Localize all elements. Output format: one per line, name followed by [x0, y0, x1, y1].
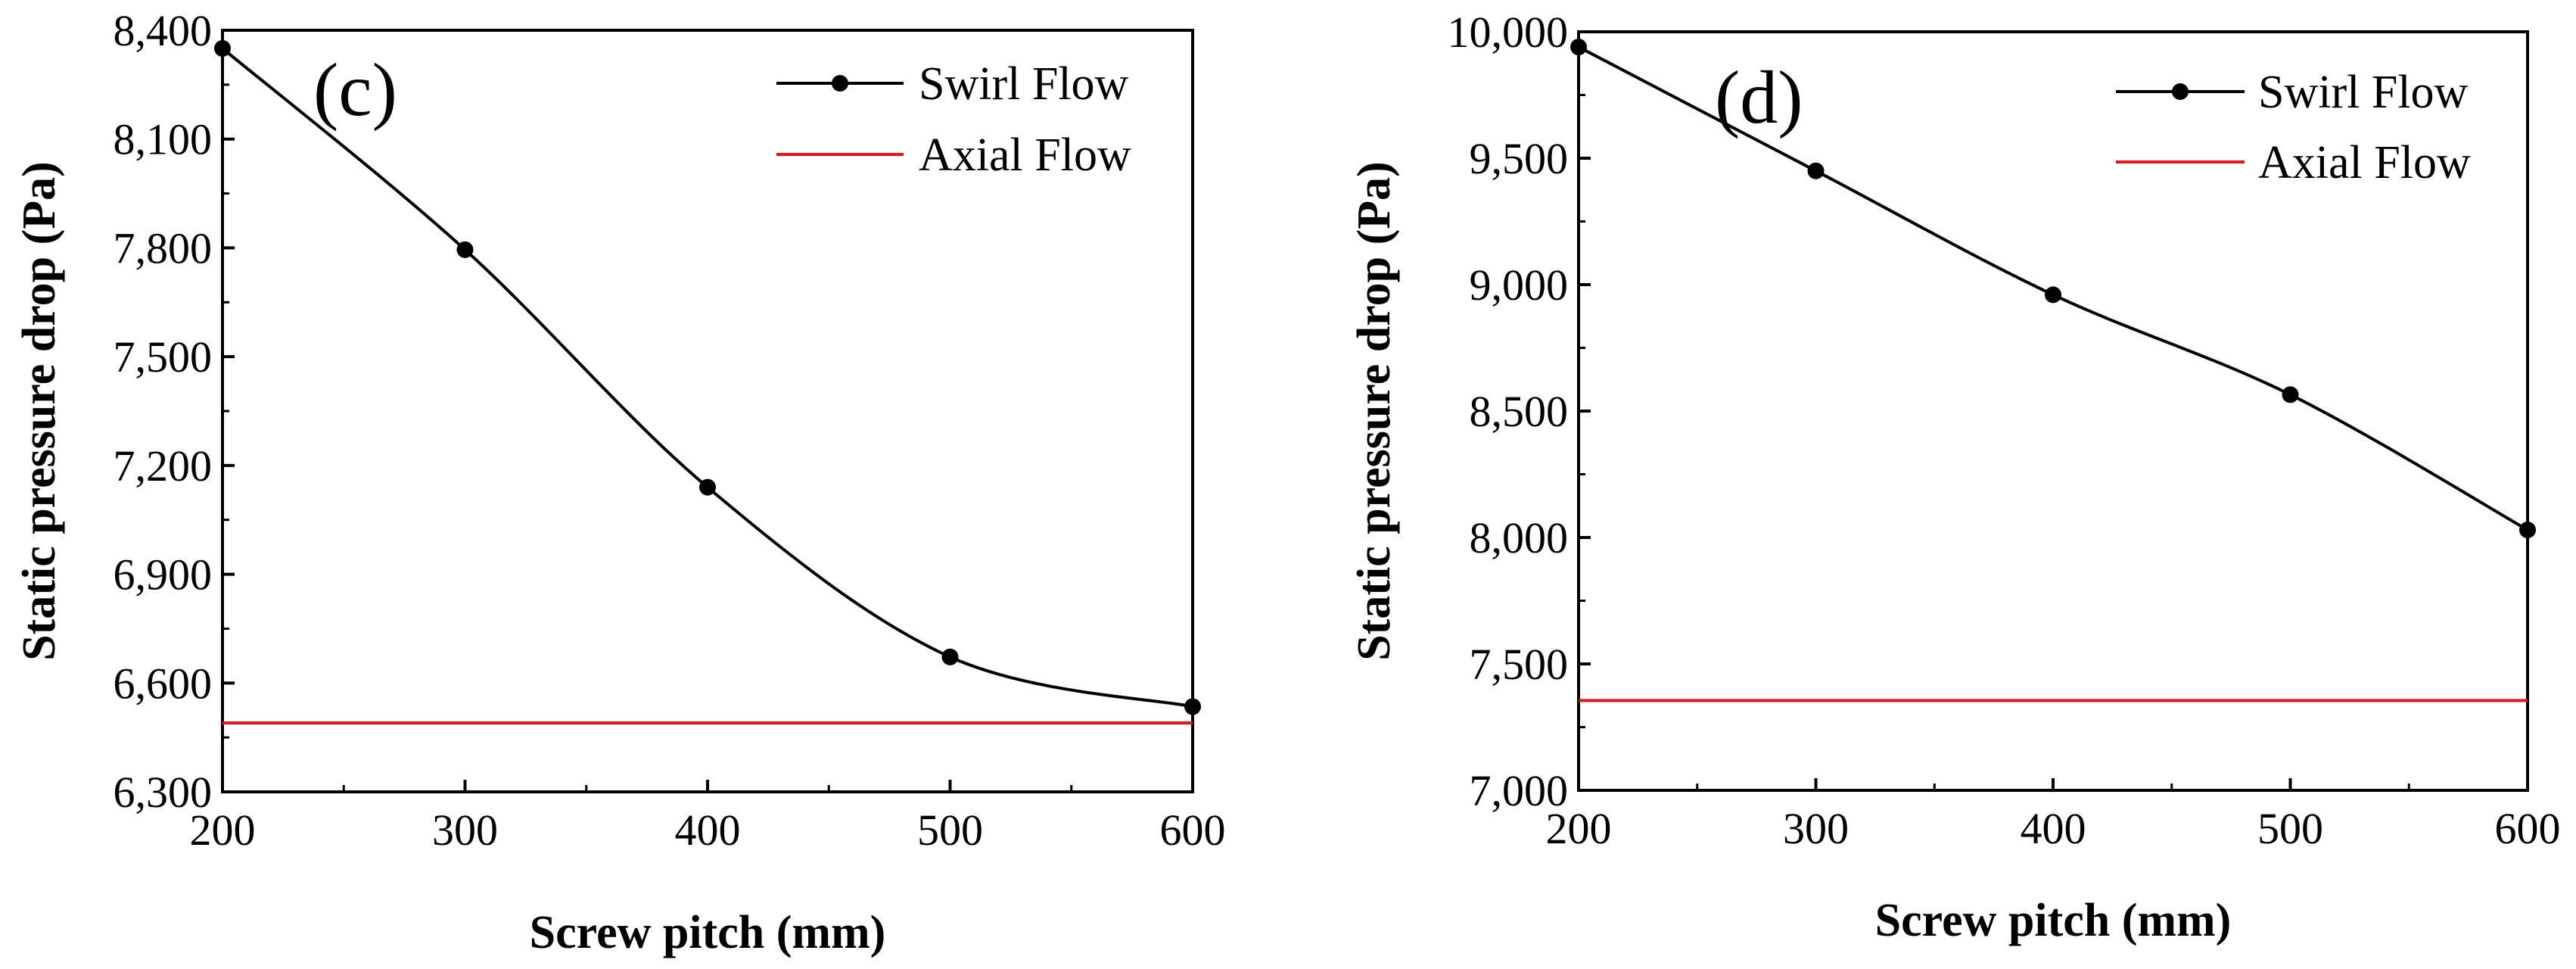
swirl-flow-point-d: [2045, 286, 2061, 304]
x-tick-label-d: 200: [1546, 804, 1612, 853]
y-tick-label-d: 8,000: [1470, 513, 1569, 562]
x-ticks-c: 200 300 400 500 600: [190, 780, 1226, 855]
legend-swirl-label-c: Swirl Flow: [919, 58, 1129, 110]
y-tick-label-c: 7,200: [114, 441, 213, 491]
legend-axial-label-d: Axial Flow: [2258, 137, 2471, 189]
x-axis-title-d: Screw pitch (mm): [1875, 895, 2232, 946]
swirl-flow-point-d: [1570, 39, 1587, 56]
x-tick-label-d: 400: [2021, 804, 2086, 853]
swirl-flow-point-c: [456, 241, 474, 258]
panel-label-d: (d): [1715, 55, 1803, 139]
swirl-flow-line-c: [221, 47, 1193, 709]
legend-d: Swirl Flow Axial Flow: [2116, 67, 2471, 189]
x-ticks-d: 200 300 400 500 600: [1546, 778, 2561, 853]
y-tick-label-d: 10,000: [1448, 8, 1569, 57]
y-axis-title-d: Static pressure drop (Pa): [1349, 161, 1400, 661]
legend-swirl-label-d: Swirl Flow: [2258, 67, 2469, 118]
swirl-flow-point-d: [2282, 386, 2299, 403]
x-tick-label-c: 300: [432, 805, 498, 855]
y-tick-label-c: 7,500: [114, 332, 213, 382]
y-tick-label-c: 6,600: [114, 659, 213, 708]
y-tick-label-d: 7,500: [1470, 640, 1569, 689]
y-tick-label-d: 7,000: [1470, 766, 1569, 815]
x-axis-title-c: Screw pitch (mm): [530, 907, 886, 958]
y-tick-label-d: 9,500: [1470, 134, 1569, 183]
x-tick-label-d: 300: [1783, 804, 1849, 853]
swirl-flow-point-c: [941, 648, 959, 665]
series-c: [214, 39, 1201, 724]
chart-panel-c: 6,300 6,600 6,900 7,200 7,500 7,800 8,100 8,400…: [14, 6, 1226, 958]
y-tick-label-d: 8,500: [1470, 387, 1569, 436]
swirl-flow-point-d: [2519, 521, 2536, 538]
chart-panel-d: 7,000 7,500 8,000 8,500 9,000 9,500 10,000 200…: [1349, 8, 2561, 946]
x-tick-label-c: 600: [1160, 805, 1226, 855]
x-tick-label-d: 600: [2495, 804, 2561, 853]
y-tick-label-c: 6,300: [114, 768, 213, 817]
x-tick-label-c: 400: [675, 805, 741, 855]
legend-swirl-marker-d: [2172, 83, 2189, 100]
y-tick-label-c: 8,400: [114, 6, 213, 55]
y-tick-label-d: 9,000: [1470, 260, 1569, 310]
y-axis-title-c: Static pressure drop (Pa): [14, 161, 65, 661]
legend-swirl-marker-c: [832, 75, 848, 92]
x-tick-label-c: 200: [190, 805, 256, 855]
y-tick-label-c: 8,100: [114, 115, 213, 164]
y-tick-label-c: 6,900: [114, 550, 213, 600]
swirl-flow-point-c: [699, 478, 716, 496]
y-tick-label-c: 7,800: [114, 223, 213, 273]
swirl-flow-point-c: [214, 39, 231, 57]
legend-axial-label-c: Axial Flow: [919, 129, 1131, 181]
y-ticks-d: 7,000 7,500 8,000 8,500 9,000 9,500 10,000: [1448, 8, 1591, 815]
swirl-flow-point-c: [1184, 698, 1201, 715]
panel-label-c: (c): [313, 48, 397, 132]
x-tick-label-d: 500: [2257, 804, 2323, 853]
legend-c: Swirl Flow Axial Flow: [776, 58, 1131, 181]
series-d: [1570, 39, 2536, 703]
y-ticks-c: 6,300 6,600 6,900 7,200 7,500 7,800 8,100 8,400: [114, 6, 235, 817]
x-tick-label-c: 500: [917, 805, 983, 855]
swirl-flow-point-d: [1807, 162, 1825, 179]
